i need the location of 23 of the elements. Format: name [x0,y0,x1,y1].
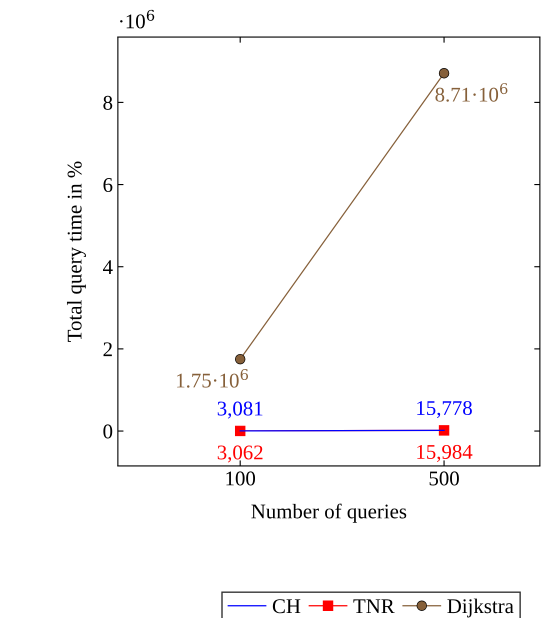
legend-label: Dijkstra [447,598,514,618]
legend-label: TNR [353,599,395,614]
annotation: 3,081 [218,402,262,419]
x-axis-title: Number of queries [251,504,406,523]
y-tick-label: 6 [103,178,112,192]
point [438,68,450,78]
x-tick-label: 100 [226,471,256,486]
text: ·10$^{6}$ [120,10,154,28]
y-tick-label: 0 [103,424,112,438]
annotation: 1.75·10$^{6}$ [177,369,248,388]
x-tick-label: 500 [430,471,459,486]
point [234,354,246,364]
y-axis-title: Total query time in % [66,162,86,342]
point [234,426,246,436]
annotation: 8.71·10$^{6}$ [435,83,508,102]
y-tick-label: 4 [103,260,113,274]
annotation: 15,984 [417,444,472,462]
point [438,425,450,436]
annotation: 15,778 [417,400,472,418]
legend-label: CH [272,599,300,614]
y-tick-label: 2 [104,342,112,356]
y-tick-label: 8 [103,96,112,110]
annotation: 3,062 [218,445,262,462]
